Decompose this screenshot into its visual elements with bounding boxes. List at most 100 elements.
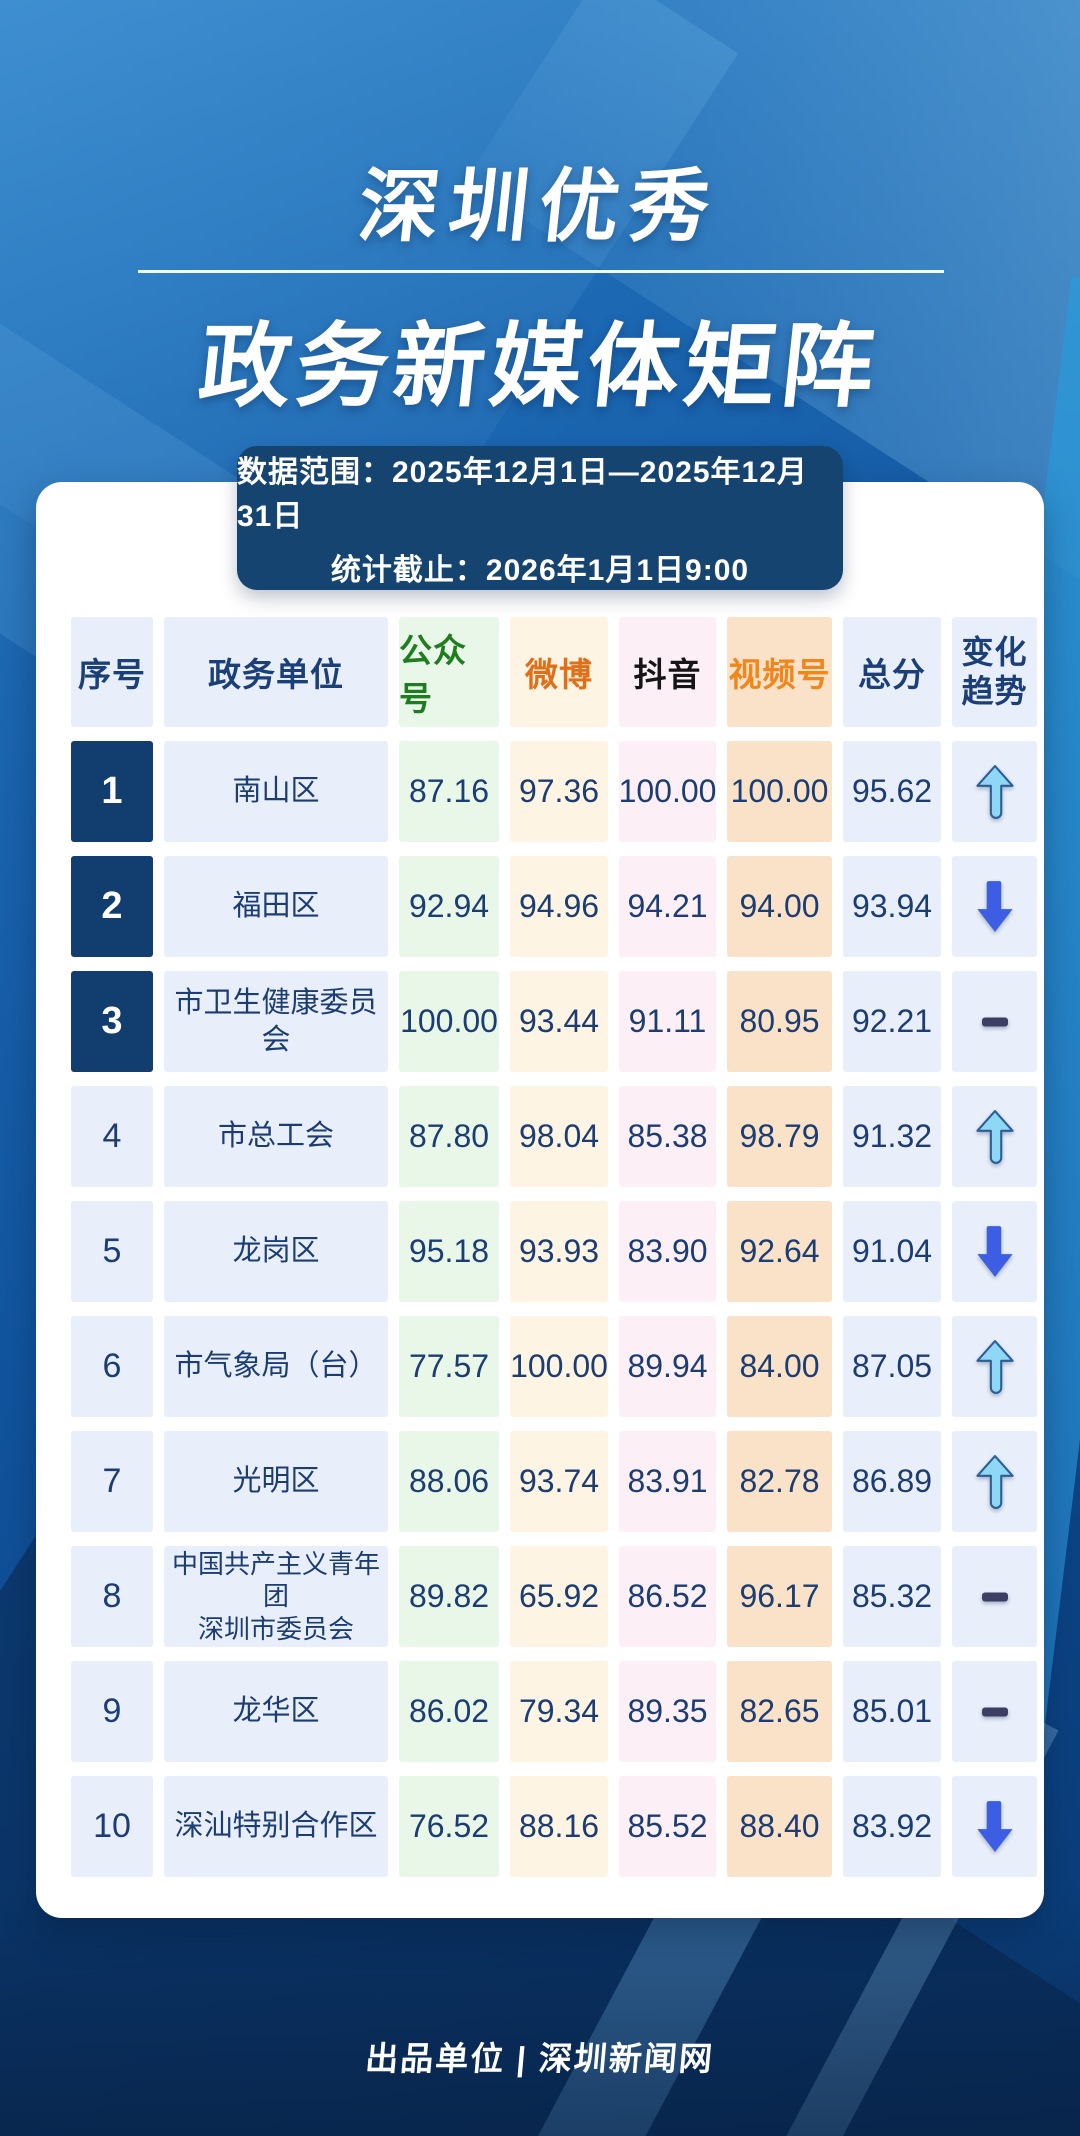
score-cell: 94.00 [727,856,832,957]
unit-cell: 深汕特别合作区 [164,1776,388,1877]
score-cell: 88.06 [399,1431,499,1532]
score-cell: 92.64 [727,1201,832,1302]
score-cell: 92.94 [399,856,499,957]
rank-cell: 9 [71,1661,153,1762]
column-header-6: 视频号 [727,617,832,727]
score-cell: 100.00 [727,741,832,842]
trend-cell [952,1316,1037,1417]
score-cell: 83.91 [619,1431,716,1532]
trend-down-icon [976,1225,1013,1277]
score-cell: 89.35 [619,1661,716,1762]
unit-cell: 市气象局（台） [164,1316,388,1417]
rank-cell: 10 [71,1776,153,1877]
score-cell: 84.00 [727,1316,832,1417]
unit-cell: 光明区 [164,1431,388,1532]
trend-cell [952,1201,1037,1302]
total-score-cell: 92.21 [843,971,941,1072]
total-score-cell: 91.32 [843,1086,941,1187]
score-cell: 86.02 [399,1661,499,1762]
score-cell: 82.65 [727,1661,832,1762]
column-header-4: 微博 [510,617,608,727]
total-score-cell: 87.05 [843,1316,941,1417]
rank-cell: 6 [71,1316,153,1417]
total-score-cell: 85.32 [843,1546,941,1647]
trend-up-icon [975,1339,1014,1394]
score-cell: 87.80 [399,1086,499,1187]
score-cell: 82.78 [727,1431,832,1532]
score-cell: 100.00 [399,971,499,1072]
score-cell: 88.16 [510,1776,608,1877]
rank-cell: 7 [71,1431,153,1532]
rank-cell: 3 [71,971,153,1072]
title-divider [138,270,944,273]
score-cell: 65.92 [510,1546,608,1647]
score-cell: 83.90 [619,1201,716,1302]
column-header-8: 变化 趋势 [952,617,1037,727]
unit-cell: 市卫生健康委员会 [164,971,388,1072]
score-cell: 93.44 [510,971,608,1072]
score-cell: 98.04 [510,1086,608,1187]
score-cell: 97.36 [510,741,608,842]
unit-cell: 福田区 [164,856,388,957]
trend-up-icon [975,1454,1014,1509]
score-cell: 85.52 [619,1776,716,1877]
page-title-line2: 政务新媒体矩阵 [194,316,884,418]
score-cell: 100.00 [510,1316,608,1417]
total-score-cell: 91.04 [843,1201,941,1302]
unit-cell: 市总工会 [164,1086,388,1187]
total-score-cell: 95.62 [843,741,941,842]
score-cell: 76.52 [399,1776,499,1877]
trend-cell [952,971,1037,1072]
score-cell: 86.52 [619,1546,716,1647]
trend-cell [952,1546,1037,1647]
stat-cutoff-text: 统计截止：2026年1月1日9:00 [330,554,750,587]
column-header-3: 公众号 [399,617,499,727]
score-cell: 87.16 [399,741,499,842]
total-score-cell: 86.89 [843,1431,941,1532]
trend-flat-icon [981,1592,1008,1601]
rank-cell: 8 [71,1546,153,1647]
ranking-table: 序号 政务单位 公众号 微博 抖音 视频号 总分 变化 趋势 1 南山区 87.16 97.36 100… [71,617,1037,1877]
trend-cell [952,1086,1037,1187]
score-cell: 88.40 [727,1776,832,1877]
column-header-7: 总分 [843,617,941,727]
score-cell: 91.11 [619,971,716,1072]
column-header-2: 政务单位 [164,617,388,727]
score-cell: 79.34 [510,1661,608,1762]
unit-cell: 中国共产主义青年团 深圳市委员会 [164,1546,388,1647]
trend-cell [952,1776,1037,1877]
footer-credit: 出品单位 | 深圳新闻网 [363,2040,716,2077]
rank-cell: 1 [71,741,153,842]
score-cell: 93.74 [510,1431,608,1532]
trend-flat-icon [981,1707,1008,1716]
trend-down-icon [976,1800,1013,1852]
page-title-line1: 深圳优秀 [354,162,724,251]
score-cell: 100.00 [619,741,716,842]
score-cell: 80.95 [727,971,832,1072]
trend-up-icon [975,1109,1014,1164]
trend-cell [952,741,1037,842]
score-cell: 89.82 [399,1546,499,1647]
score-cell: 89.94 [619,1316,716,1417]
score-cell: 93.93 [510,1201,608,1302]
total-score-cell: 85.01 [843,1661,941,1762]
background-shape [0,1886,1080,2136]
trend-up-icon [975,764,1014,819]
score-cell: 77.57 [399,1316,499,1417]
rank-cell: 4 [71,1086,153,1187]
score-cell: 94.96 [510,856,608,957]
column-header-1: 序号 [71,617,153,727]
score-cell: 98.79 [727,1086,832,1187]
column-header-5: 抖音 [619,617,716,727]
trend-cell [952,1431,1037,1532]
total-score-cell: 93.94 [843,856,941,957]
trend-down-icon [976,880,1013,932]
data-range-box: 数据范围：2025年12月1日—2025年12月31日 统计截止：2026年1月… [237,446,843,590]
trend-cell [952,1661,1037,1762]
unit-cell: 龙岗区 [164,1201,388,1302]
rank-cell: 2 [71,856,153,957]
score-cell: 85.38 [619,1086,716,1187]
trend-flat-icon [981,1017,1008,1026]
data-range-text: 数据范围：2025年12月1日—2025年12月31日 [237,456,808,533]
trend-cell [952,856,1037,957]
